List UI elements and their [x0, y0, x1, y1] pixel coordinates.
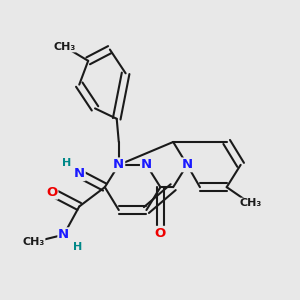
Text: H: H [74, 242, 83, 252]
Text: N: N [58, 228, 69, 241]
Text: CH₃: CH₃ [22, 237, 45, 247]
Text: CH₃: CH₃ [53, 42, 76, 52]
Text: N: N [141, 158, 152, 171]
Text: CH₃: CH₃ [239, 199, 262, 208]
Text: H: H [61, 158, 71, 168]
Text: N: N [113, 158, 124, 171]
Text: O: O [46, 186, 58, 199]
Text: N: N [74, 167, 85, 180]
Text: O: O [155, 227, 166, 240]
Text: N: N [182, 158, 193, 171]
